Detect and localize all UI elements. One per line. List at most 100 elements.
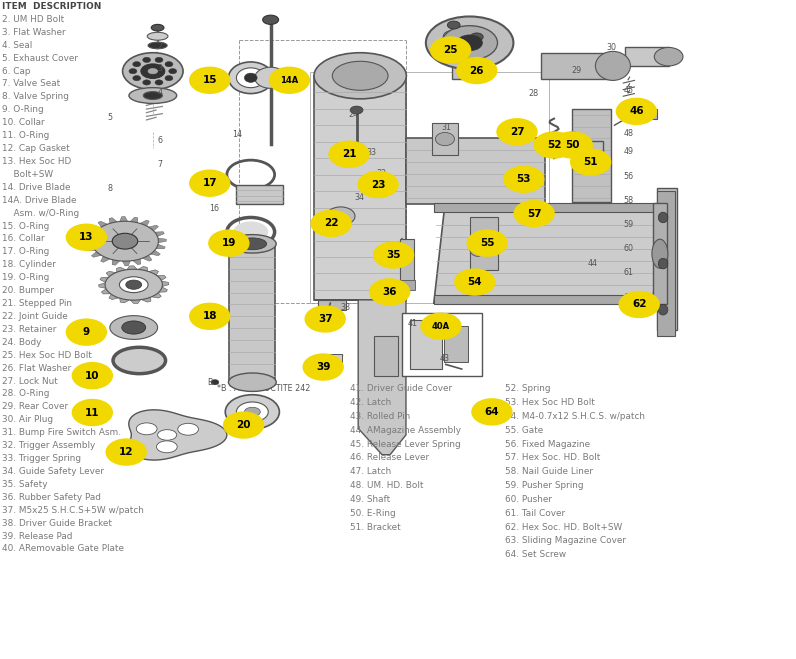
Text: 24: 24 <box>349 109 359 119</box>
Ellipse shape <box>189 169 231 197</box>
Polygon shape <box>119 217 127 221</box>
Ellipse shape <box>369 278 411 306</box>
Ellipse shape <box>552 131 593 159</box>
Text: 45. Release Lever Spring: 45. Release Lever Spring <box>350 440 461 449</box>
Text: 5: 5 <box>107 113 112 122</box>
Ellipse shape <box>442 26 498 60</box>
Text: 43. Rolled Pin: 43. Rolled Pin <box>350 412 411 421</box>
Text: 11. O-Ring: 11. O-Ring <box>2 131 49 140</box>
Text: 61: 61 <box>624 268 634 277</box>
Ellipse shape <box>527 208 537 214</box>
Text: 31. Bump Fire Switch Asm.: 31. Bump Fire Switch Asm. <box>2 428 120 437</box>
Text: 23. Retainer: 23. Retainer <box>2 325 56 334</box>
Text: 10: 10 <box>85 370 100 381</box>
Ellipse shape <box>155 80 163 85</box>
Ellipse shape <box>533 131 575 159</box>
Text: B: B <box>208 378 213 387</box>
Text: 33. Trigger Spring: 33. Trigger Spring <box>2 454 80 463</box>
Ellipse shape <box>319 320 330 326</box>
Text: 40. ARemovable Gate Plate: 40. ARemovable Gate Plate <box>2 544 123 554</box>
Text: 5. Exhaust Cover: 5. Exhaust Cover <box>2 53 77 63</box>
Text: 42: 42 <box>429 330 439 339</box>
Text: 31: 31 <box>442 123 451 132</box>
Text: 9: 9 <box>83 327 90 337</box>
Ellipse shape <box>209 229 250 257</box>
Ellipse shape <box>443 30 464 42</box>
Text: 7: 7 <box>158 160 162 169</box>
Ellipse shape <box>618 291 660 318</box>
Polygon shape <box>92 252 101 257</box>
Polygon shape <box>133 259 141 265</box>
Text: 28. O-Ring: 28. O-Ring <box>2 389 49 399</box>
Text: 35. Safety: 35. Safety <box>2 480 47 489</box>
Text: 30. Air Plug: 30. Air Plug <box>2 415 53 424</box>
Text: 4. Seal: 4. Seal <box>2 41 32 49</box>
Polygon shape <box>127 266 137 270</box>
Text: 4: 4 <box>158 88 162 98</box>
Text: 34. Guide Safety Lever: 34. Guide Safety Lever <box>2 467 103 476</box>
Ellipse shape <box>244 407 260 416</box>
Polygon shape <box>434 211 661 303</box>
Polygon shape <box>130 217 138 223</box>
Ellipse shape <box>236 402 268 422</box>
Text: 49. Shaft: 49. Shaft <box>350 495 391 504</box>
Ellipse shape <box>470 33 483 41</box>
Text: 46. Release Lever: 46. Release Lever <box>350 453 429 463</box>
Polygon shape <box>129 410 227 460</box>
Ellipse shape <box>314 53 407 99</box>
FancyBboxPatch shape <box>432 123 458 155</box>
Text: 54: 54 <box>467 277 482 287</box>
Text: 55: 55 <box>480 238 494 248</box>
Ellipse shape <box>165 61 173 67</box>
Ellipse shape <box>350 106 363 114</box>
Text: 62: 62 <box>632 299 646 310</box>
FancyBboxPatch shape <box>541 53 613 79</box>
Text: 50. E-Ring: 50. E-Ring <box>350 509 396 518</box>
Ellipse shape <box>65 223 107 251</box>
Polygon shape <box>154 232 164 237</box>
Ellipse shape <box>471 398 513 426</box>
Text: 3. Flat Washer: 3. Flat Washer <box>2 28 65 37</box>
Text: 21. Stepped Pin: 21. Stepped Pin <box>2 299 72 308</box>
Ellipse shape <box>189 302 231 330</box>
Polygon shape <box>123 261 131 266</box>
Ellipse shape <box>658 304 668 315</box>
Text: 30: 30 <box>607 43 616 52</box>
Ellipse shape <box>466 42 487 53</box>
Text: 19. O-Ring: 19. O-Ring <box>2 273 49 282</box>
Text: 53. Hex Soc HD Bolt: 53. Hex Soc HD Bolt <box>505 398 595 407</box>
Text: 41: 41 <box>408 319 417 328</box>
Polygon shape <box>86 246 96 250</box>
Polygon shape <box>90 227 100 232</box>
Ellipse shape <box>510 167 529 181</box>
FancyBboxPatch shape <box>634 109 657 119</box>
Ellipse shape <box>105 438 146 466</box>
Ellipse shape <box>595 51 630 80</box>
Ellipse shape <box>503 123 527 138</box>
Ellipse shape <box>420 312 462 340</box>
Text: 61. Tail Cover: 61. Tail Cover <box>505 509 566 518</box>
Ellipse shape <box>268 67 310 94</box>
Text: 33: 33 <box>366 148 377 157</box>
Polygon shape <box>158 238 166 243</box>
Text: 14: 14 <box>232 130 242 139</box>
Text: 26. Flat Washer: 26. Flat Washer <box>2 364 71 372</box>
Text: 27: 27 <box>509 127 525 137</box>
Text: 17: 17 <box>202 178 217 188</box>
Ellipse shape <box>158 430 177 440</box>
Text: 19: 19 <box>221 238 236 248</box>
Ellipse shape <box>326 207 355 225</box>
Ellipse shape <box>157 441 178 453</box>
Ellipse shape <box>142 80 150 85</box>
Ellipse shape <box>430 36 471 64</box>
FancyBboxPatch shape <box>236 185 283 204</box>
Ellipse shape <box>148 69 158 74</box>
Text: 2: 2 <box>158 42 162 51</box>
Text: 50: 50 <box>565 140 579 150</box>
Text: 43: 43 <box>439 354 449 363</box>
Polygon shape <box>100 277 109 282</box>
FancyBboxPatch shape <box>374 336 398 376</box>
Text: 16. Collar: 16. Collar <box>2 235 45 243</box>
Polygon shape <box>116 268 126 272</box>
Text: 52. Spring: 52. Spring <box>505 384 551 393</box>
